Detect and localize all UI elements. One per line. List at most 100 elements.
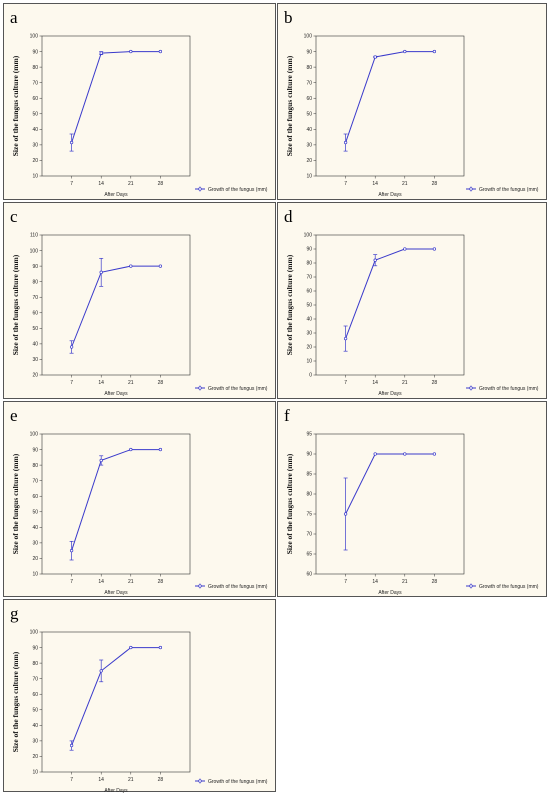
chart-svg-c: c 20 30 40 50 60 70 80 90 100 110 7 14 21 28 After Days… bbox=[10, 207, 268, 397]
y-tick-label: 40 bbox=[32, 127, 38, 133]
y-tick-label: 50 bbox=[306, 303, 312, 309]
x-axis-label: After Days bbox=[104, 192, 128, 198]
y-tick-label: 90 bbox=[32, 264, 38, 270]
panel-letter: f bbox=[284, 406, 290, 425]
y-axis-label: Size of the fungus culture (mm) bbox=[285, 453, 294, 554]
data-point bbox=[129, 447, 133, 452]
data-point bbox=[403, 247, 407, 251]
panel-letter: a bbox=[10, 8, 18, 27]
y-tick-label: 70 bbox=[306, 532, 312, 538]
x-tick-label: 14 bbox=[372, 380, 378, 386]
x-tick-label: 28 bbox=[432, 181, 438, 187]
series-line bbox=[71, 449, 161, 551]
legend-marker bbox=[469, 187, 473, 191]
legend-marker bbox=[469, 584, 473, 588]
chart-panel-a: a 10 20 30 40 50 60 70 80 90 100 7 14 21 28 After Days S… bbox=[3, 3, 276, 200]
y-tick-label: 80 bbox=[306, 65, 312, 71]
x-tick-label: 21 bbox=[402, 181, 408, 187]
x-axis-label: After Days bbox=[104, 590, 128, 596]
y-tick-label: 80 bbox=[32, 463, 38, 469]
data-point bbox=[69, 743, 74, 748]
y-tick-label: 70 bbox=[32, 80, 38, 86]
y-tick-label: 80 bbox=[306, 492, 312, 498]
data-point bbox=[343, 336, 348, 341]
y-tick-label: 65 bbox=[306, 552, 312, 558]
y-tick-label: 10 bbox=[32, 770, 38, 776]
x-tick-label: 14 bbox=[372, 579, 378, 585]
x-tick-label: 7 bbox=[70, 380, 73, 386]
y-tick-label: 90 bbox=[306, 49, 312, 55]
y-tick-label: 90 bbox=[32, 447, 38, 453]
data-point bbox=[373, 452, 377, 456]
x-tick-label: 28 bbox=[158, 579, 164, 585]
y-tick-label: 60 bbox=[306, 96, 312, 102]
x-tick-label: 21 bbox=[402, 579, 408, 585]
y-tick-label: 60 bbox=[306, 289, 312, 295]
y-tick-label: 20 bbox=[306, 345, 312, 351]
y-tick-label: 40 bbox=[32, 723, 38, 729]
x-tick-label: 14 bbox=[98, 777, 104, 783]
y-tick-label: 110 bbox=[30, 233, 38, 239]
y-axis-label: Size of the fungus culture (mm) bbox=[11, 651, 20, 752]
legend-marker bbox=[198, 187, 202, 191]
plot-frame bbox=[315, 234, 465, 376]
x-tick-label: 28 bbox=[432, 579, 438, 585]
x-tick-label: 21 bbox=[128, 181, 134, 187]
y-tick-label: 80 bbox=[32, 279, 38, 285]
y-tick-label: 80 bbox=[32, 65, 38, 71]
series-line bbox=[71, 647, 161, 746]
y-tick-label: 90 bbox=[32, 49, 38, 55]
x-tick-label: 7 bbox=[70, 777, 73, 783]
x-axis-label: After Days bbox=[104, 391, 128, 397]
data-point bbox=[403, 452, 407, 456]
x-tick-label: 14 bbox=[372, 181, 378, 187]
y-tick-label: 100 bbox=[30, 630, 39, 636]
chart-panel-f: f 60 65 70 75 80 85 90 95 7 14 21 28 After Days Size o… bbox=[277, 401, 547, 597]
legend-marker bbox=[469, 386, 473, 390]
y-tick-label: 60 bbox=[32, 310, 38, 316]
chart-svg-d: d 0 10 20 30 40 50 60 70 80 90 100 7 14 21 28 After Days… bbox=[284, 207, 539, 397]
y-tick-label: 0 bbox=[309, 373, 312, 379]
data-point bbox=[158, 49, 163, 54]
plot-frame bbox=[41, 631, 191, 773]
y-tick-label: 20 bbox=[32, 373, 38, 379]
y-tick-label: 90 bbox=[306, 247, 312, 253]
x-tick-label: 28 bbox=[158, 380, 164, 386]
chart-panel-c: c 20 30 40 50 60 70 80 90 100 110 7 14 21 28 After Days… bbox=[3, 202, 276, 399]
y-tick-label: 40 bbox=[32, 342, 38, 348]
data-point bbox=[69, 140, 74, 145]
y-tick-label: 50 bbox=[32, 707, 38, 713]
data-point bbox=[69, 549, 74, 553]
y-tick-label: 10 bbox=[306, 174, 312, 180]
data-point bbox=[99, 51, 103, 55]
panel-letter: e bbox=[10, 406, 18, 425]
data-point bbox=[158, 645, 163, 650]
y-tick-label: 30 bbox=[32, 143, 38, 149]
y-tick-label: 10 bbox=[32, 174, 38, 180]
y-tick-label: 30 bbox=[32, 739, 38, 745]
plot-frame bbox=[41, 433, 191, 575]
chart-panel-e: e 10 20 30 40 50 60 70 80 90 100 7 14 21 28 After Days S… bbox=[3, 401, 276, 597]
y-tick-label: 20 bbox=[306, 158, 312, 164]
data-point bbox=[129, 49, 133, 54]
y-tick-label: 60 bbox=[32, 96, 38, 102]
legend-marker bbox=[198, 386, 202, 390]
y-tick-label: 30 bbox=[32, 541, 38, 547]
legend-marker bbox=[198, 779, 202, 783]
y-axis-label: Size of the fungus culture (mm) bbox=[285, 254, 294, 355]
x-tick-label: 21 bbox=[128, 777, 134, 783]
y-tick-label: 70 bbox=[32, 676, 38, 682]
y-tick-label: 50 bbox=[32, 509, 38, 515]
y-tick-label: 100 bbox=[304, 233, 313, 239]
y-tick-label: 75 bbox=[306, 512, 312, 518]
chart-svg-a: a 10 20 30 40 50 60 70 80 90 100 7 14 21 28 After Days S… bbox=[10, 8, 268, 198]
plot-frame bbox=[315, 35, 465, 177]
data-point bbox=[69, 345, 74, 349]
y-tick-label: 20 bbox=[32, 754, 38, 760]
y-tick-label: 50 bbox=[32, 111, 38, 117]
x-tick-label: 21 bbox=[128, 380, 134, 386]
y-tick-label: 20 bbox=[32, 158, 38, 164]
y-axis-label: Size of the fungus culture (mm) bbox=[11, 453, 20, 554]
series-line bbox=[345, 248, 435, 339]
chart-svg-f: f 60 65 70 75 80 85 90 95 7 14 21 28 After Days Size o… bbox=[284, 406, 539, 596]
